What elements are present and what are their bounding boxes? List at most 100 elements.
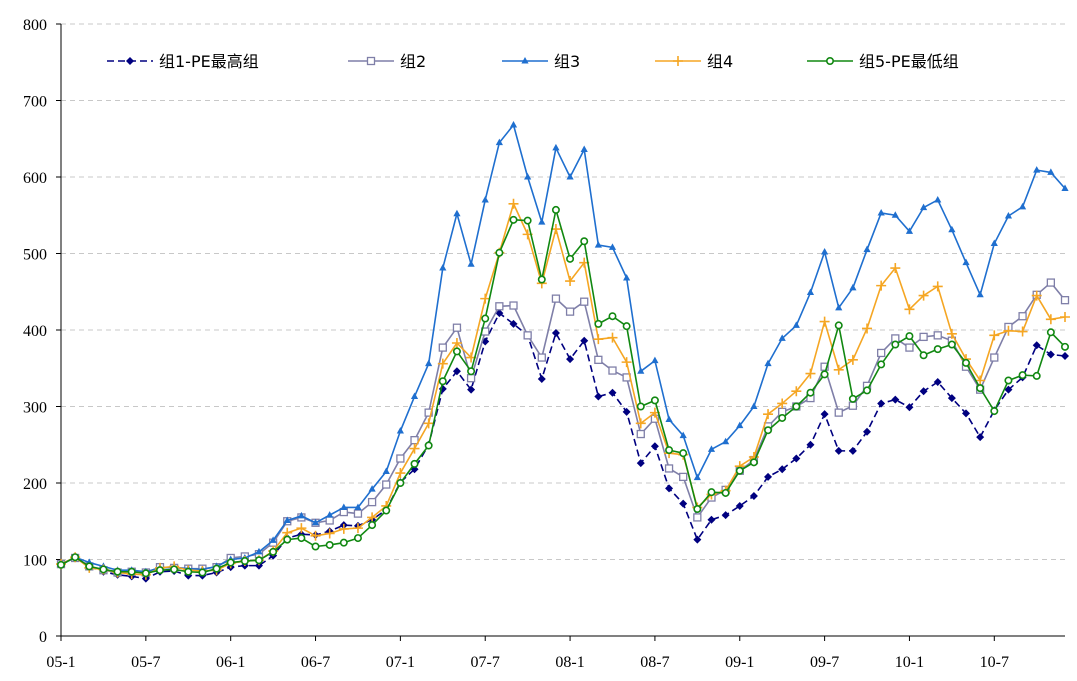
x-tick-label: 09-1 [725, 654, 754, 671]
data-point [566, 355, 575, 364]
data-point [848, 394, 857, 403]
data-point [664, 464, 674, 473]
data-point [226, 558, 235, 567]
data-point [819, 316, 830, 327]
axes [56, 23, 1065, 641]
legend-marker [825, 56, 834, 65]
series-line [60, 124, 1066, 573]
data-point [326, 511, 334, 518]
x-tick-label: 07-1 [386, 654, 415, 671]
data-point [919, 351, 928, 360]
data-point [509, 120, 518, 128]
data-point [353, 534, 362, 543]
data-point [339, 538, 348, 547]
data-point [989, 330, 1000, 341]
data-point [198, 568, 207, 577]
legend-item-2: 组2 [348, 52, 426, 71]
data-point [340, 503, 348, 510]
data-point [693, 513, 702, 522]
data-point [905, 403, 914, 412]
data-point [283, 535, 292, 544]
data-point [849, 283, 857, 291]
data-point [622, 407, 631, 416]
data-point [368, 521, 377, 530]
data-point [707, 488, 716, 497]
data-point [863, 427, 872, 436]
data-point [338, 523, 349, 534]
data-point [1003, 325, 1014, 336]
data-point [918, 290, 929, 301]
data-point [863, 386, 872, 395]
data-point [382, 480, 391, 489]
data-point [623, 273, 631, 281]
data-point [1046, 278, 1056, 287]
x-tick-label: 09-7 [810, 654, 839, 671]
data-point [877, 399, 886, 408]
data-point [480, 293, 491, 304]
data-point [608, 312, 617, 321]
data-point [451, 338, 462, 349]
data-point [593, 334, 604, 345]
data-point [409, 443, 420, 454]
data-point [791, 386, 802, 397]
x-tick-label: 10-7 [980, 654, 1009, 671]
series-2 [56, 278, 1070, 577]
data-point [495, 248, 504, 257]
data-point [792, 402, 801, 411]
data-point [481, 195, 489, 203]
legend-item-3: 组3 [502, 52, 580, 71]
data-point [1032, 371, 1041, 380]
data-point [1017, 326, 1028, 337]
data-point [452, 367, 461, 376]
data-point [1018, 371, 1027, 380]
data-point [933, 345, 942, 354]
x-tick-label: 05-7 [131, 654, 160, 671]
legend-marker [366, 56, 376, 66]
data-point [806, 388, 815, 397]
data-point [352, 523, 363, 534]
data-point [693, 535, 702, 544]
data-point [621, 357, 632, 368]
series-line [60, 209, 1066, 575]
data-point [635, 418, 646, 429]
y-tick-label: 800 [23, 17, 47, 34]
data-point [933, 378, 942, 387]
data-point [679, 499, 688, 508]
data-point [367, 497, 377, 507]
data-point [1004, 212, 1013, 219]
data-point [877, 348, 886, 358]
data-point [283, 516, 291, 523]
data-point [905, 227, 914, 234]
data-point [254, 556, 263, 565]
data-point [56, 560, 65, 569]
data-point [891, 340, 900, 349]
data-point [537, 374, 546, 383]
data-point [1060, 311, 1070, 322]
series-5 [56, 205, 1070, 578]
data-point [1061, 184, 1069, 191]
data-point [296, 523, 307, 534]
data-point [565, 307, 575, 316]
data-point [735, 501, 744, 510]
data-point [537, 275, 546, 284]
data-point [551, 205, 560, 214]
data-point [764, 472, 773, 481]
data-point [325, 540, 334, 549]
data-point [665, 446, 674, 455]
x-tick-label: 08-7 [640, 654, 669, 671]
data-point [1031, 290, 1042, 301]
data-point [934, 195, 942, 203]
x-tick-label: 06-7 [301, 654, 330, 671]
series-4 [56, 198, 1070, 580]
data-point [876, 280, 887, 291]
data-point [452, 323, 462, 332]
data-point [113, 567, 122, 576]
data-point [693, 505, 702, 514]
data-point [523, 216, 532, 225]
data-point [877, 360, 886, 369]
data-point [141, 569, 150, 578]
data-point [848, 446, 857, 455]
data-point [212, 564, 221, 573]
data-point [325, 516, 334, 525]
